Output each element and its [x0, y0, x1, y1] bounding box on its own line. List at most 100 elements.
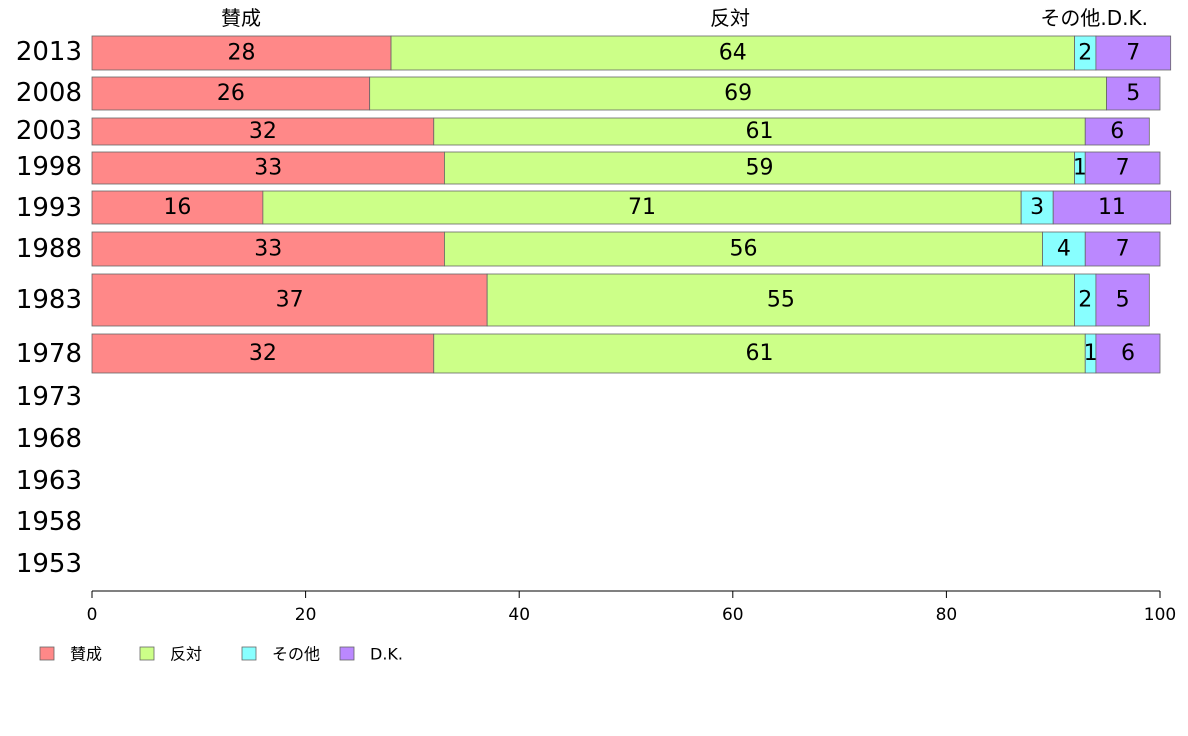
value-label-1988-2: 56 — [729, 237, 757, 262]
bar-segment-1988-3 — [1042, 231, 1086, 267]
year-label-1973: 1973 — [16, 382, 82, 412]
bar-row-2008: 26 69 5 — [91, 76, 1161, 111]
value-label-2008-2: 69 — [724, 81, 752, 106]
legend-label-3: その他 — [272, 645, 320, 664]
value-label-1978-2: 61 — [746, 341, 774, 366]
bar-segment-1988-2 — [444, 231, 1043, 267]
bar-segment-1998-4 — [1084, 151, 1161, 185]
bar-segment-2013-2 — [390, 35, 1075, 71]
legend-item-4: D.K. — [339, 645, 403, 664]
x-tick-label-80: 80 — [936, 605, 958, 625]
bar-row-2003: 32 61 6 — [91, 117, 1150, 146]
bar-segment-2008-4 — [1106, 76, 1161, 111]
x-tick-label-60: 60 — [722, 605, 744, 625]
value-label-2013-1: 28 — [228, 41, 256, 66]
value-label-1998-3: 1 — [1073, 156, 1087, 181]
value-label-1983-4: 5 — [1116, 288, 1130, 313]
value-label-1983-3: 2 — [1078, 288, 1092, 313]
year-label-1988: 1988 — [16, 234, 82, 264]
year-label-1958: 1958 — [16, 507, 82, 537]
bar-segment-2013-4 — [1095, 35, 1172, 71]
bar-segment-1988-1 — [91, 231, 445, 267]
bar-segment-1993-4 — [1052, 190, 1172, 225]
legend-label-4: D.K. — [370, 645, 403, 664]
bar-segment-2003-2 — [433, 117, 1086, 146]
value-label-1998-1: 33 — [254, 156, 282, 181]
value-label-1993-2: 71 — [628, 195, 656, 220]
value-label-1998-2: 59 — [746, 156, 774, 181]
bar-segment-1993-2 — [262, 190, 1022, 225]
value-label-1978-4: 6 — [1121, 341, 1135, 366]
legend-label-2: 反対 — [170, 645, 202, 664]
bar-row-1988: 33 56 4 7 — [91, 231, 1161, 267]
bar-segment-2008-2 — [369, 76, 1107, 111]
year-label-2003: 2003 — [16, 116, 82, 146]
value-label-1983-1: 37 — [276, 288, 304, 313]
bar-row-1978: 32 61 1 6 — [91, 333, 1161, 374]
value-label-1988-3: 4 — [1057, 237, 1071, 262]
bar-row-1998: 33 59 1 7 — [91, 151, 1161, 185]
legend-item-3: その他 — [241, 645, 320, 664]
value-label-1993-3: 3 — [1030, 195, 1044, 220]
year-label-1978: 1978 — [16, 339, 82, 369]
legend-label-1: 賛成 — [70, 645, 102, 664]
year-label-1968: 1968 — [16, 424, 82, 454]
value-label-2013-3: 2 — [1078, 41, 1092, 66]
value-label-1983-2: 55 — [767, 288, 795, 313]
year-label-2013: 2013 — [16, 37, 82, 67]
value-label-2013-4: 7 — [1126, 41, 1140, 66]
bar-segment-2003-1 — [91, 117, 435, 146]
column-header-other-dk: その他.D.K. — [1040, 6, 1148, 30]
year-label-1993: 1993 — [16, 193, 82, 223]
bar-row-2013: 28 64 2 7 — [91, 35, 1172, 71]
bar-segment-1988-4 — [1084, 231, 1161, 267]
bar-segment-1978-2 — [433, 333, 1086, 374]
bar-row-1993: 16 71 3 11 — [91, 190, 1172, 225]
year-labels: 2013 2008 2003 1998 1993 1988 1983 1978 1973 1968… — [16, 37, 82, 579]
value-label-2008-4: 5 — [1126, 81, 1140, 106]
bar-segment-1983-2 — [486, 273, 1075, 327]
year-label-1983: 1983 — [16, 285, 82, 315]
x-tick-label-0: 0 — [87, 605, 98, 625]
legend-swatch-4 — [339, 646, 355, 661]
value-label-1998-4: 7 — [1116, 156, 1130, 181]
x-tick-label-100: 100 — [1144, 605, 1176, 625]
value-label-2008-1: 26 — [217, 81, 245, 106]
x-axis: 0 20 40 60 80 100 — [87, 590, 1176, 625]
column-header-1: 賛成 — [221, 6, 261, 30]
value-label-1988-4: 7 — [1116, 237, 1130, 262]
bar-segment-1998-1 — [91, 151, 445, 185]
legend-item-1: 賛成 — [39, 645, 102, 664]
year-label-2008: 2008 — [16, 78, 82, 108]
legend-swatch-2 — [139, 646, 155, 661]
value-label-1993-1: 16 — [163, 195, 191, 220]
bar-segment-2008-1 — [91, 76, 371, 111]
value-label-2003-2: 61 — [746, 119, 774, 144]
bar-row-1983: 37 55 2 5 — [91, 273, 1150, 327]
legend: 賛成 反対 その他 D.K. — [39, 645, 403, 664]
x-tick-label-40: 40 — [508, 605, 530, 625]
legend-swatch-3 — [241, 646, 257, 661]
value-label-1993-4: 11 — [1098, 195, 1126, 220]
year-label-1998: 1998 — [16, 152, 82, 182]
value-label-2013-2: 64 — [719, 41, 747, 66]
legend-swatch-1 — [39, 646, 55, 661]
value-label-1978-1: 32 — [249, 341, 277, 366]
legend-item-2: 反対 — [139, 645, 202, 664]
value-label-2003-1: 32 — [249, 119, 277, 144]
column-header-2: 反対 — [710, 6, 750, 30]
column-header-4: .D.K. — [1100, 6, 1148, 30]
value-label-2003-4: 6 — [1110, 119, 1124, 144]
value-label-1988-1: 33 — [254, 237, 282, 262]
bar-segment-1978-1 — [91, 333, 435, 374]
year-label-1953: 1953 — [16, 549, 82, 579]
value-label-1978-3: 1 — [1084, 341, 1098, 366]
year-label-1963: 1963 — [16, 466, 82, 496]
bar-segment-1983-4 — [1095, 273, 1150, 327]
bar-segment-1978-4 — [1095, 333, 1161, 374]
bar-segment-2003-4 — [1084, 117, 1150, 146]
column-header-3: その他 — [1040, 6, 1100, 30]
bar-segment-2013-1 — [91, 35, 392, 71]
